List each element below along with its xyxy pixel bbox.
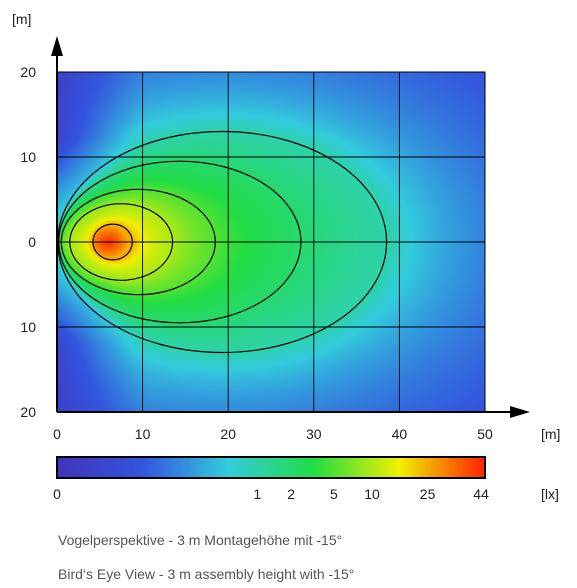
- caption-german: Vogelperspektive - 3 m Montagehöhe mit -…: [58, 532, 343, 548]
- caption-english: Bird‘s Eye View - 3 m assembly height wi…: [58, 566, 355, 582]
- y-tick-labels: 20 10 0 10 20: [20, 64, 36, 420]
- y-unit-label: [m]: [12, 11, 31, 27]
- y-tick-label: 20: [20, 64, 36, 80]
- grid-lines: [57, 72, 485, 412]
- colorbar-unit-label: [lx]: [541, 486, 559, 502]
- y-tick-label: 10: [20, 149, 36, 165]
- x-tick-label: 50: [477, 426, 493, 442]
- colorbar-tick-label: 1: [253, 486, 261, 502]
- x-tick-labels: 0 10 20 30 40 50: [53, 426, 493, 442]
- y-tick-label: 10: [20, 319, 36, 335]
- x-tick-label: 0: [53, 426, 61, 442]
- x-unit-label: [m]: [541, 426, 560, 442]
- colorbar-tick-label: 44: [473, 486, 489, 502]
- y-tick-label: 20: [20, 404, 36, 420]
- colorbar-tick-label: 25: [420, 486, 436, 502]
- x-tick-label: 10: [135, 426, 151, 442]
- colorbar-tick-label: 10: [364, 486, 380, 502]
- colorbar-frame: [56, 456, 486, 479]
- y-axis-arrow: [51, 36, 63, 56]
- colorbar-gradient: [57, 457, 485, 478]
- colorbar-tick-label: 5: [330, 486, 338, 502]
- colorbar-tick-label: 0: [53, 486, 61, 502]
- x-axis-arrow: [510, 406, 530, 418]
- x-tick-label: 30: [306, 426, 322, 442]
- colorbar-tick-labels: 0 1 2 5 10 25 44: [53, 486, 489, 502]
- y-tick-label: 0: [28, 234, 36, 250]
- colorbar-tick-label: 2: [287, 486, 295, 502]
- x-tick-label: 40: [392, 426, 408, 442]
- x-tick-label: 20: [220, 426, 236, 442]
